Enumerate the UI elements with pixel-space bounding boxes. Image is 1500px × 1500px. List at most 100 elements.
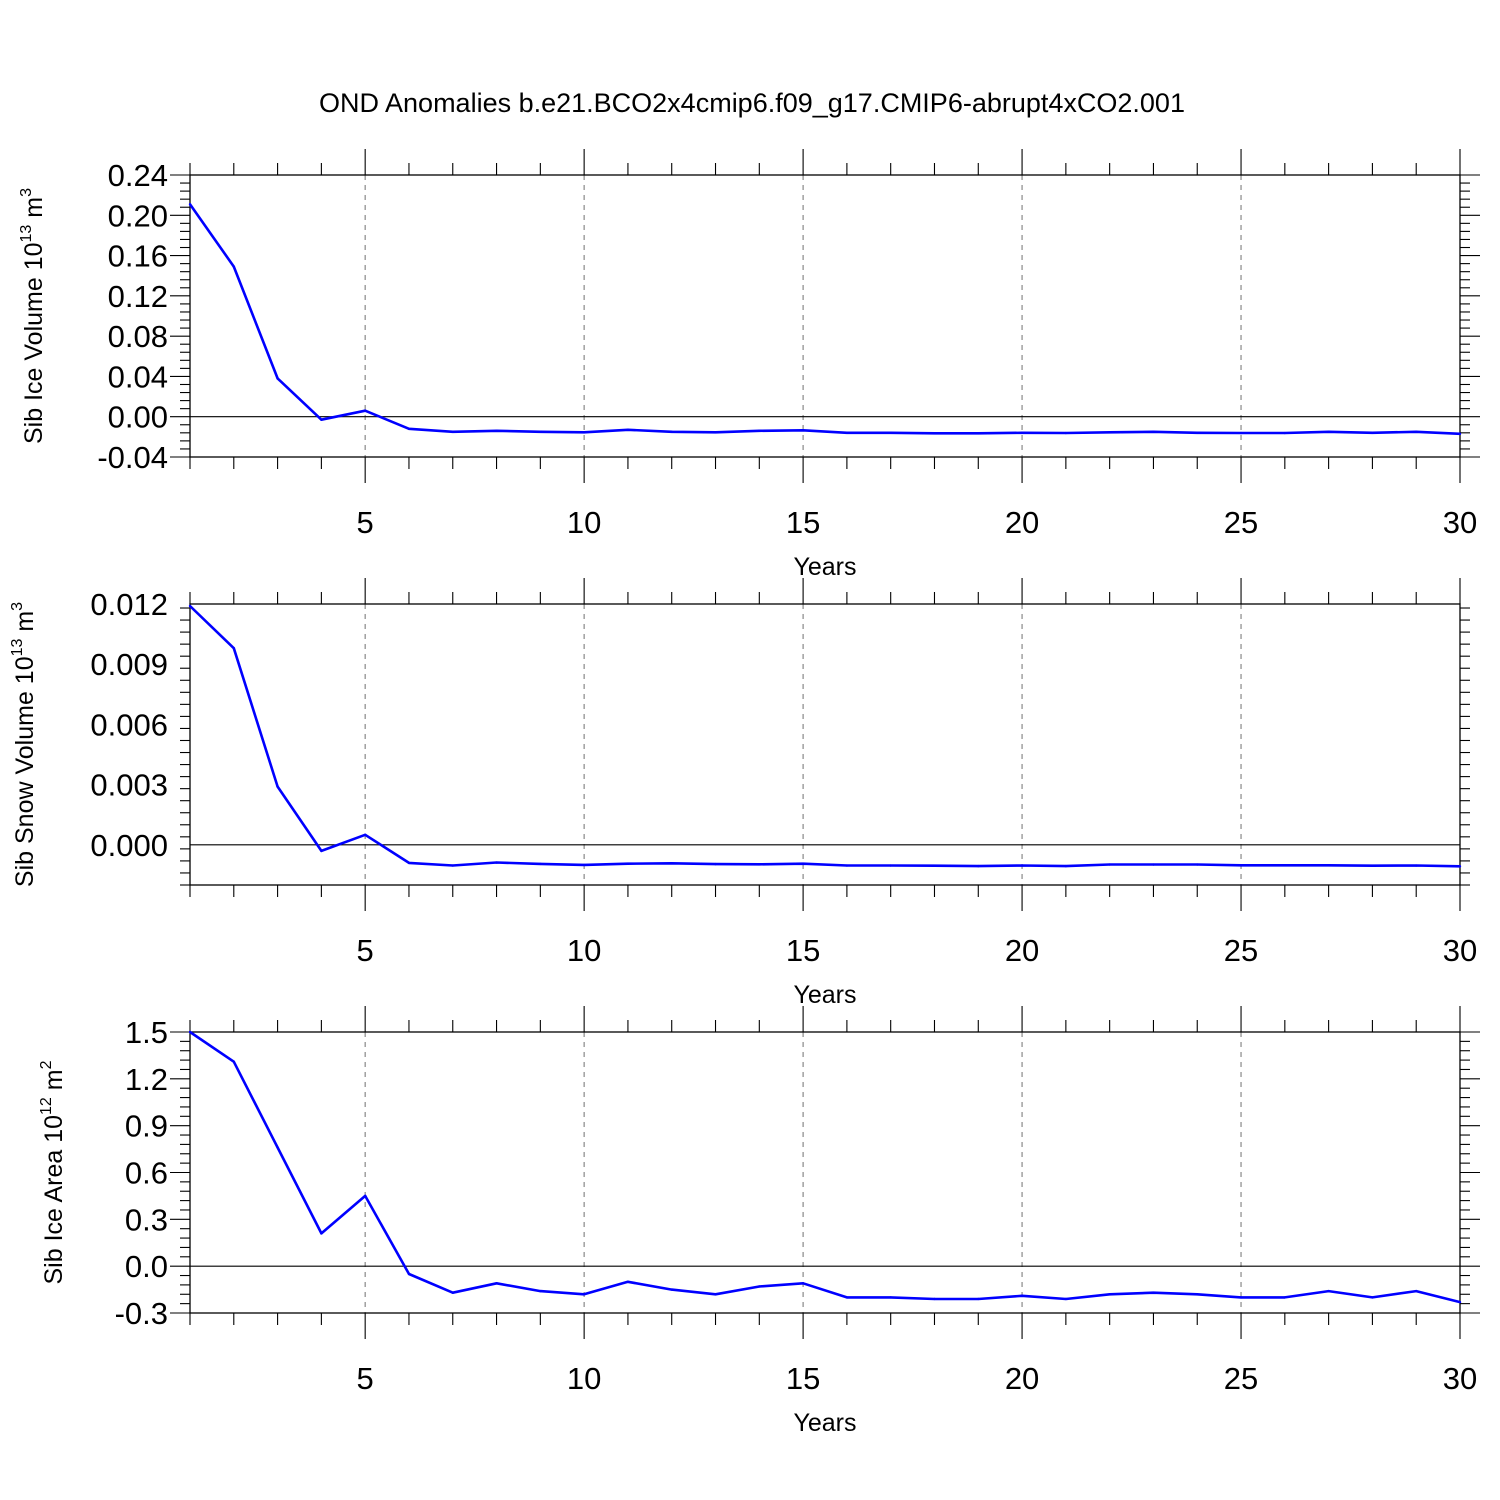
- data-point: [188, 1030, 192, 1034]
- data-point: [1371, 864, 1374, 867]
- x-axis-label: Years: [793, 1409, 856, 1437]
- y-axis-label: Sib Ice Area 1012 m2: [38, 1060, 68, 1284]
- data-point: [758, 863, 761, 866]
- y-tick-label: 0.24: [108, 158, 168, 193]
- data-point: [1196, 863, 1199, 866]
- data-point: [539, 430, 542, 434]
- y-tick-label: 0.16: [108, 239, 168, 274]
- y-tick-label: 0.009: [90, 647, 168, 682]
- panel-ice-area: 1.5 1.2 0.9 0.6 0.3 0.0 -0.3 5 10 15 20 25 30 Years Si…: [38, 1006, 1480, 1437]
- data-point: [1371, 1296, 1374, 1299]
- plot-frame: [189, 1031, 1461, 1314]
- data-point: [801, 1282, 805, 1285]
- data-point: [626, 428, 630, 432]
- figure-title: OND Anomalies b.e21.BCO2x4cmip6.f09_g17.…: [319, 88, 1185, 118]
- data-point: [1239, 1296, 1243, 1299]
- data-point: [1020, 864, 1024, 867]
- data-point: [363, 833, 367, 837]
- x-tick-label: 25: [1224, 1361, 1258, 1396]
- y-tick-label: -0.04: [97, 440, 168, 475]
- y-tick-label: 1.5: [125, 1015, 168, 1050]
- x-tick-label: 10: [567, 505, 601, 540]
- data-point: [539, 862, 542, 866]
- data-point: [451, 864, 454, 867]
- data-point: [1327, 864, 1330, 867]
- x-tick-label: 10: [567, 933, 601, 968]
- y-tick-label: 0.006: [90, 707, 168, 742]
- data-point: [582, 431, 586, 434]
- data-point: [1327, 1289, 1330, 1293]
- x-axis-label: Years: [793, 981, 856, 1009]
- data-point: [232, 1060, 235, 1063]
- data-point: [232, 646, 235, 650]
- data-point: [1108, 863, 1111, 866]
- data-point: [1020, 431, 1024, 435]
- data-point: [889, 1296, 892, 1299]
- x-tick-label: 25: [1224, 933, 1258, 968]
- data-point: [276, 377, 279, 380]
- data-point: [670, 862, 673, 865]
- series-line: [189, 1030, 1461, 1304]
- data-point: [1239, 431, 1243, 435]
- data-point: [320, 1232, 323, 1235]
- data-point: [451, 430, 454, 434]
- y-tick-label: 0.9: [125, 1109, 168, 1144]
- x-tick-label: 30: [1443, 505, 1477, 540]
- series-line: [188, 203, 1461, 436]
- y-tick-label: 0.20: [108, 198, 168, 233]
- data-point: [1196, 431, 1199, 435]
- data-point: [1108, 431, 1111, 434]
- y-tick-label: 0.000: [90, 828, 168, 863]
- data-point: [933, 1297, 936, 1301]
- plot-frame: [189, 174, 1461, 458]
- data-point: [1239, 864, 1243, 867]
- data-point: [1458, 1300, 1462, 1304]
- x-tick-label: 30: [1443, 933, 1477, 968]
- x-tick-label: 15: [786, 933, 820, 968]
- y-tick-label: 0.12: [108, 279, 168, 314]
- data-point: [1458, 865, 1462, 868]
- data-point: [845, 431, 849, 435]
- data-point: [495, 1282, 498, 1285]
- data-point: [188, 604, 192, 608]
- data-point: [1020, 1294, 1024, 1298]
- data-point: [276, 785, 279, 788]
- y-tick-label: 0.04: [108, 359, 168, 394]
- data-point: [1415, 864, 1418, 867]
- data-point: [1415, 1289, 1418, 1293]
- data-point: [1283, 431, 1287, 435]
- data-point: [451, 1291, 454, 1294]
- data-point: [714, 862, 717, 866]
- x-axis-label: Years: [793, 553, 856, 581]
- series-line: [189, 605, 1461, 868]
- data-point: [1415, 430, 1418, 434]
- x-tick-label: 15: [786, 505, 820, 540]
- y-axis-label: Sib Ice Volume 1013 m3: [18, 188, 48, 444]
- data-point: [1064, 431, 1068, 435]
- data-point: [933, 864, 936, 867]
- data-point: [1152, 863, 1155, 866]
- x-tick-label: 5: [357, 505, 374, 540]
- data-point: [582, 1293, 586, 1296]
- data-point: [407, 427, 411, 430]
- x-tick-label: 10: [567, 1361, 601, 1396]
- y-tick-label: 0.3: [125, 1202, 168, 1237]
- y-tick-label: 0.00: [108, 400, 168, 435]
- data-point: [626, 1280, 630, 1283]
- y-tick-label: -0.3: [115, 1296, 168, 1331]
- data-point: [845, 1296, 849, 1299]
- y-tick-label: 0.012: [90, 587, 168, 622]
- data-point: [363, 409, 367, 412]
- data-point: [977, 864, 980, 868]
- data-point: [714, 431, 717, 434]
- data-point: [670, 430, 673, 434]
- y-axis-label: Sib Snow Volume 1013 m3: [9, 602, 39, 887]
- data-point: [407, 861, 411, 865]
- y-tick-label: 0.003: [90, 768, 168, 803]
- data-point: [626, 862, 630, 865]
- data-point: [977, 432, 980, 435]
- data-point: [495, 429, 498, 433]
- data-point: [977, 1297, 980, 1301]
- data-point: [758, 1285, 761, 1288]
